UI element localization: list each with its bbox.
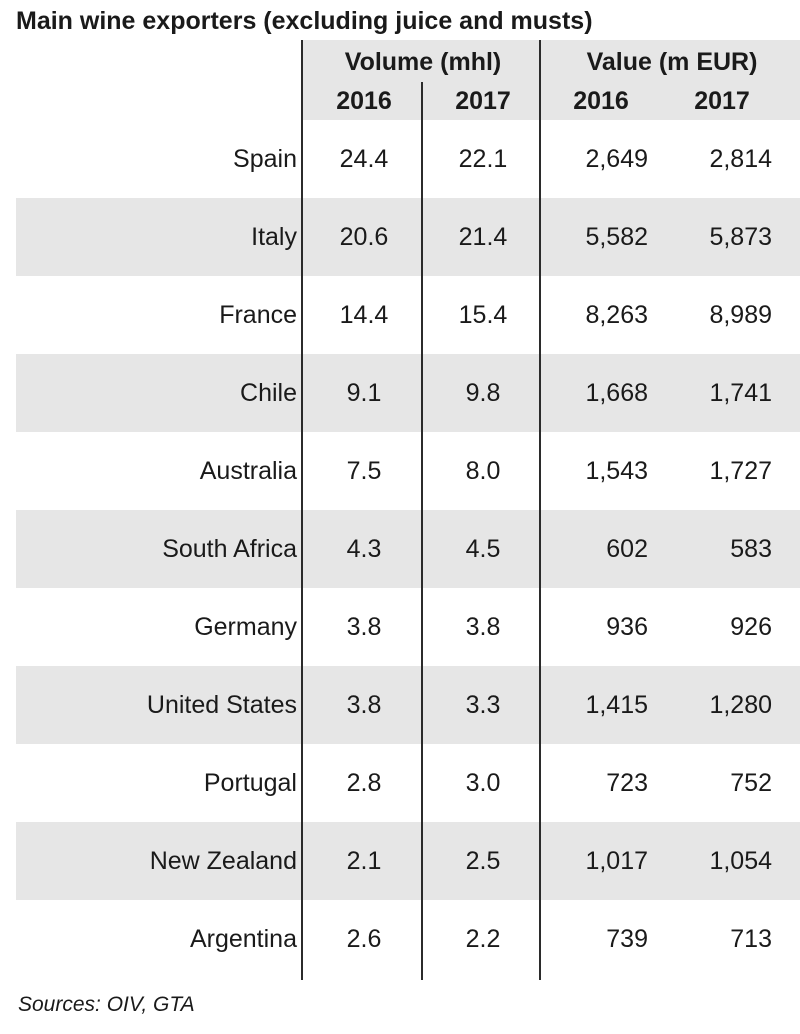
table-cell: 9.8 [465, 379, 501, 407]
table-cell: 3.3 [465, 691, 501, 719]
table-cell: 3.8 [465, 613, 501, 641]
header-value-label: Value (m EUR) [586, 48, 758, 76]
country-label: Spain [233, 145, 297, 173]
table-cell: 5,582 [585, 223, 648, 251]
page-title: Main wine exporters (excluding juice and… [16, 7, 593, 35]
header-year-volume-2017: 2017 [455, 87, 511, 115]
row-band [16, 354, 800, 432]
country-label: France [219, 301, 297, 329]
table-cell: 2.2 [465, 925, 501, 953]
table-cell: 21.4 [458, 223, 508, 251]
table-cell: 3.0 [465, 769, 501, 797]
table-cell: 2,814 [709, 145, 772, 173]
table-cell: 2,649 [585, 145, 648, 173]
table-cell: 602 [606, 535, 648, 563]
table-cell: 3.8 [346, 613, 382, 641]
country-label: United States [146, 691, 297, 719]
country-label: South Africa [162, 535, 297, 563]
table-cell: 752 [730, 769, 772, 797]
column-rule-country [301, 40, 303, 980]
table-cell: 8,989 [709, 301, 772, 329]
table-cell: 1,054 [709, 847, 772, 875]
table-cell: 15.4 [458, 301, 508, 329]
table-cell: 22.1 [458, 145, 508, 173]
table-cell: 3.8 [346, 691, 382, 719]
country-label: New Zealand [149, 847, 297, 875]
country-label: Australia [199, 457, 297, 485]
table-cell: 713 [730, 925, 772, 953]
header-year-value-2016: 2016 [573, 87, 629, 115]
table-cell: 1,280 [709, 691, 772, 719]
header-year-volume-2016: 2016 [336, 87, 392, 115]
table-cell: 1,741 [709, 379, 772, 407]
row-band [16, 510, 800, 588]
table-cell: 2.5 [465, 847, 501, 875]
source-note: Sources: OIV, GTA [18, 993, 195, 1016]
table-cell: 1,017 [585, 847, 648, 875]
table-cell: 4.5 [465, 535, 501, 563]
country-label: Argentina [189, 925, 297, 953]
table-cell: 8.0 [465, 457, 501, 485]
table-cell: 1,415 [585, 691, 648, 719]
row-band [16, 198, 800, 276]
table-cell: 739 [606, 925, 648, 953]
header-band [303, 40, 800, 120]
table-cell: 7.5 [346, 457, 382, 485]
header-volume-label: Volume (mhl) [344, 48, 502, 76]
table-cell: 723 [606, 769, 648, 797]
country-label: Chile [240, 379, 297, 407]
table-cell: 24.4 [339, 145, 389, 173]
table-cell: 583 [730, 535, 772, 563]
table-cell: 5,873 [709, 223, 772, 251]
table-cell: 1,543 [585, 457, 648, 485]
table-cell: 14.4 [339, 301, 389, 329]
row-band [16, 666, 800, 744]
table-cell: 926 [730, 613, 772, 641]
table-cell: 2.8 [346, 769, 382, 797]
table-cell: 1,668 [585, 379, 648, 407]
row-band [16, 822, 800, 900]
country-label: Germany [194, 613, 297, 641]
column-rule-volume-years [421, 82, 423, 980]
country-label: Italy [251, 223, 297, 251]
header-year-value-2017: 2017 [694, 87, 750, 115]
table-cell: 4.3 [346, 535, 382, 563]
table-cell: 20.6 [339, 223, 389, 251]
country-label: Portugal [203, 769, 297, 797]
table-cell: 1,727 [709, 457, 772, 485]
column-rule-groups [539, 40, 541, 980]
table-cell: 936 [606, 613, 648, 641]
table-cell: 9.1 [346, 379, 382, 407]
table-cell: 8,263 [585, 301, 648, 329]
table-cell: 2.1 [346, 847, 382, 875]
table-cell: 2.6 [346, 925, 382, 953]
